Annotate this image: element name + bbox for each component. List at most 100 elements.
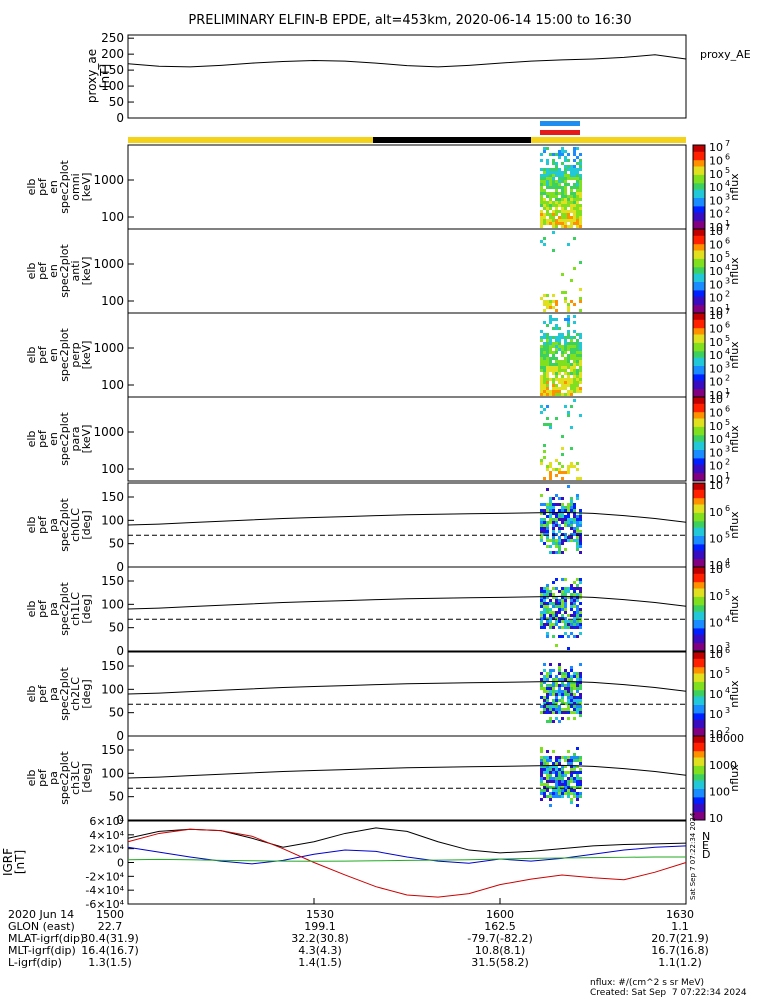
colorbar-cell <box>693 294 705 297</box>
heatmap-cell <box>567 372 570 375</box>
colorbar-tick-label: 10 <box>709 393 723 406</box>
heatmap-cell <box>564 771 567 774</box>
heatmap-cell <box>573 159 576 162</box>
colorbar-cell <box>693 168 705 171</box>
heatmap-cell <box>579 186 582 189</box>
heatmap-cell <box>543 198 546 201</box>
heatmap-cell <box>564 177 567 180</box>
heatmap-cell <box>570 524 573 527</box>
colorbar-cell <box>693 310 705 314</box>
heatmap-cell <box>576 804 579 807</box>
heatmap-cell <box>573 789 576 792</box>
colorbar-cell <box>693 260 705 264</box>
colorbar-tick-label: 10 <box>709 708 723 721</box>
heatmap-cell <box>561 198 564 201</box>
heatmap-cell <box>573 581 576 584</box>
colorbar-cell <box>693 761 705 764</box>
heatmap-cell <box>555 372 558 375</box>
colorbar-tick-label: 1000 <box>709 759 737 772</box>
heatmap-cell <box>555 515 558 518</box>
heatmap-cell <box>570 462 573 465</box>
heatmap-cell <box>573 515 576 518</box>
colorbar-cell <box>693 422 705 425</box>
heatmap-cell <box>573 336 576 339</box>
heatmap-cell <box>543 243 546 246</box>
heatmap-cell <box>558 539 561 542</box>
colorbar-cell <box>693 759 705 762</box>
heatmap-cell <box>543 789 546 792</box>
heatmap-cell <box>555 162 558 165</box>
heatmap-cell <box>561 336 564 339</box>
heatmap-cell <box>540 789 543 792</box>
colorbar-cell <box>693 281 705 285</box>
heatmap-cell <box>552 506 555 509</box>
heatmap-cell <box>573 360 576 363</box>
heatmap-cell <box>555 596 558 599</box>
heatmap-cell <box>567 620 570 623</box>
heatmap-cell <box>576 605 579 608</box>
heatmap-cell <box>576 204 579 207</box>
heatmap-cell <box>561 186 564 189</box>
heatmap-cell <box>540 587 543 590</box>
igrf-legend-D: D <box>702 848 710 861</box>
heatmap-cell <box>558 780 561 783</box>
heatmap-cell <box>549 339 552 342</box>
heatmap-cell <box>561 605 564 608</box>
heatmap-cell <box>552 684 555 687</box>
heatmap-cell <box>567 503 570 506</box>
heatmap-cell <box>540 527 543 530</box>
ylabel-line: pa <box>47 602 60 616</box>
heatmap-cell <box>561 147 564 150</box>
heatmap-cell <box>561 789 564 792</box>
heatmap-cell <box>561 348 564 351</box>
heatmap-cell <box>546 366 549 369</box>
heatmap-cell <box>567 687 570 690</box>
heatmap-cell <box>579 159 582 162</box>
heatmap-cell <box>546 180 549 183</box>
heatmap-cell <box>549 213 552 216</box>
heatmap-cell <box>555 774 558 777</box>
heatmap-cell <box>564 690 567 693</box>
heatmap-cell <box>555 390 558 393</box>
heatmap-cell <box>552 351 555 354</box>
heatmap-cell <box>543 777 546 780</box>
heatmap-cell <box>561 711 564 714</box>
colorbar-cell <box>693 157 705 161</box>
heatmap-cell <box>570 681 573 684</box>
colorbar-cell <box>693 413 705 417</box>
heatmap-cell <box>558 171 561 174</box>
heatmap-cell <box>540 168 543 171</box>
heatmap-cell <box>552 159 555 162</box>
heatmap-cell <box>576 195 579 198</box>
heatmap-cell <box>570 345 573 348</box>
heatmap-cell <box>561 153 564 156</box>
heatmap-cell <box>579 177 582 180</box>
heatmap-cell <box>573 596 576 599</box>
heatmap-cell <box>552 792 555 795</box>
heatmap-cell <box>546 774 549 777</box>
heatmap-cell <box>558 503 561 506</box>
heatmap-cell <box>567 363 570 366</box>
heatmap-cell <box>540 366 543 369</box>
heatmap-cell <box>552 762 555 765</box>
heatmap-cell <box>564 672 567 675</box>
heatmap-cell <box>561 216 564 219</box>
ylabel-line: ch1LC <box>69 592 82 626</box>
heatmap-cell <box>567 216 570 219</box>
heatmap-cell <box>579 672 582 675</box>
heatmap-cell <box>540 765 543 768</box>
heatmap-cell <box>555 765 558 768</box>
heatmap-cell <box>564 159 567 162</box>
heatmap-cell <box>579 696 582 699</box>
heatmap-cell <box>570 626 573 629</box>
heatmap-cell <box>549 207 552 210</box>
heatmap-cell <box>573 153 576 156</box>
heatmap-cell <box>576 381 579 384</box>
heatmap-cell <box>564 363 567 366</box>
heatmap-cell <box>546 168 549 171</box>
heatmap-cell <box>564 669 567 672</box>
heatmap-cell <box>543 687 546 690</box>
heatmap-cell <box>558 222 561 225</box>
heatmap-cell <box>579 225 582 228</box>
heatmap-cell <box>561 201 564 204</box>
